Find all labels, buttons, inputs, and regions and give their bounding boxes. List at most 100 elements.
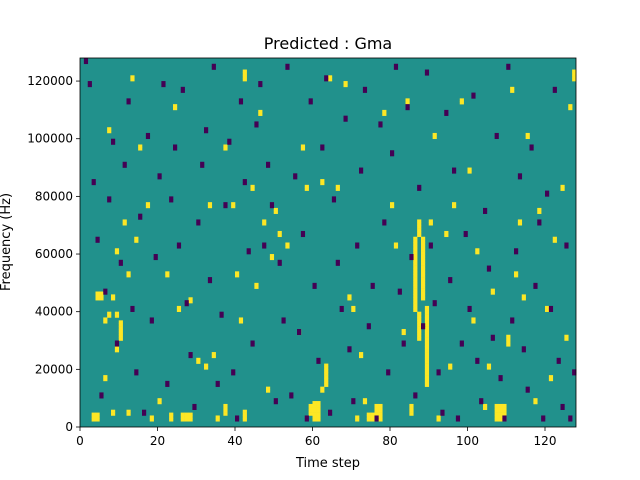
heatmap-cell-high (424, 317, 430, 321)
heatmap-cell-high (347, 294, 352, 298)
heatmap-cell-low (343, 118, 348, 122)
heatmap-cell-high (378, 403, 383, 408)
heatmap-cell-high (130, 78, 135, 82)
heatmap-cell-high (424, 377, 430, 382)
heatmap-cell-low (107, 199, 112, 203)
heatmap-cell-high (413, 288, 418, 292)
heatmap-cell-high (390, 202, 395, 206)
heatmap-cell-high (169, 412, 174, 416)
heatmap-cell-low (300, 230, 306, 235)
y-tick-label: 60000 (35, 247, 73, 261)
heatmap-cell-low (258, 81, 263, 85)
heatmap-cell-high (552, 236, 557, 240)
heatmap-cell-high (250, 187, 255, 191)
heatmap-cell-high (568, 104, 573, 108)
heatmap-cell-low (273, 401, 278, 405)
heatmap-cell-low (378, 124, 383, 128)
heatmap-cell-low (471, 95, 476, 99)
heatmap-cell-high (258, 112, 263, 116)
heatmap-cell-low (266, 164, 271, 168)
heatmap-cell-high (316, 415, 321, 419)
heatmap-cell-high (118, 337, 123, 341)
heatmap-cell-low (138, 216, 143, 220)
heatmap-cell-high (308, 403, 313, 408)
heatmap-cell-high (413, 256, 418, 261)
heatmap-cell-high (533, 401, 538, 405)
heatmap-cell-low (521, 349, 526, 353)
heatmap-cell-high (184, 415, 189, 419)
heatmap-cell-low (87, 83, 92, 88)
heatmap-cell-high (180, 415, 185, 419)
heatmap-cell-high (366, 418, 371, 422)
heatmap-cell-low (219, 314, 224, 318)
heatmap-cell-low (335, 259, 340, 263)
heatmap-cell-low (471, 92, 476, 96)
heatmap-cell-low (455, 418, 461, 422)
heatmap-cell-high (413, 248, 418, 252)
heatmap-cell-low (320, 147, 325, 151)
y-tick-label: 0 (65, 420, 73, 434)
heatmap-cell-high (421, 239, 426, 243)
heatmap-cell-high (417, 323, 422, 327)
heatmap-cell-high (417, 219, 422, 223)
heatmap-cell-high (138, 144, 143, 148)
heatmap-cell-high (320, 389, 325, 393)
heatmap-cell-high (324, 383, 329, 387)
heatmap-cell-low (537, 222, 542, 226)
heatmap-cell-low (533, 282, 538, 287)
heatmap-cell-low (114, 343, 120, 347)
heatmap-cell-high (320, 181, 325, 186)
heatmap-cell-high (413, 291, 418, 295)
heatmap-cell-high (316, 418, 321, 422)
heatmap-cell-high (421, 262, 426, 266)
heatmap-cell-high (413, 279, 418, 284)
heatmap-cell-low (238, 98, 244, 102)
heatmap-cell-high (355, 418, 360, 422)
heatmap-cell-high (238, 320, 244, 324)
heatmap-cell-low (122, 161, 127, 165)
heatmap-cell-low (417, 184, 422, 189)
heatmap-cell-high (324, 366, 329, 370)
heatmap-cell-high (223, 409, 228, 413)
heatmap-cell-high (471, 320, 476, 324)
heatmap-cell-low (355, 245, 360, 249)
heatmap-cell-low (409, 256, 414, 261)
heatmap-cell-high (413, 282, 418, 287)
heatmap-cell-high (417, 314, 422, 318)
heatmap-cell-high (498, 409, 503, 413)
heatmap-cell-high (517, 222, 523, 226)
heatmap-cell-high (242, 72, 247, 76)
heatmap-cell-low (440, 409, 445, 413)
heatmap-cell-low (529, 144, 534, 148)
heatmap-cell-low (541, 418, 546, 422)
heatmap-cell-high (409, 412, 414, 416)
heatmap-cell-low (486, 265, 492, 269)
chart-title: Predicted : Gma (264, 34, 392, 53)
heatmap-cell-high (242, 412, 247, 416)
heatmap-cell-low (196, 222, 201, 226)
heatmap-cell-high (413, 271, 418, 275)
heatmap-cell-low (308, 101, 313, 105)
heatmap-cell-high (378, 412, 383, 416)
heatmap-cell-high (366, 415, 371, 419)
heatmap-cell-high (196, 357, 201, 361)
heatmap-cell-high (448, 363, 453, 367)
heatmap-cell-high (421, 265, 426, 269)
heatmap-cell-low (452, 170, 457, 174)
heatmap-cell-high (215, 418, 220, 422)
heatmap-cell-low (475, 357, 480, 361)
heatmap-cell-low (157, 176, 162, 180)
heatmap-cell-low (359, 167, 364, 171)
heatmap-cell-low (107, 196, 112, 200)
heatmap-cell-high (424, 375, 430, 379)
heatmap-cell-high (145, 205, 151, 209)
heatmap-cell-high (428, 219, 433, 223)
heatmap-cell-low (564, 242, 569, 246)
heatmap-cell-low (273, 398, 278, 402)
heatmap-cell-low (556, 357, 561, 361)
heatmap-cell-high (421, 259, 426, 263)
heatmap-cell-low (479, 401, 484, 405)
heatmap-cell-low (207, 279, 213, 284)
heatmap-cell-high (413, 268, 418, 272)
heatmap-cell-high (510, 86, 515, 91)
